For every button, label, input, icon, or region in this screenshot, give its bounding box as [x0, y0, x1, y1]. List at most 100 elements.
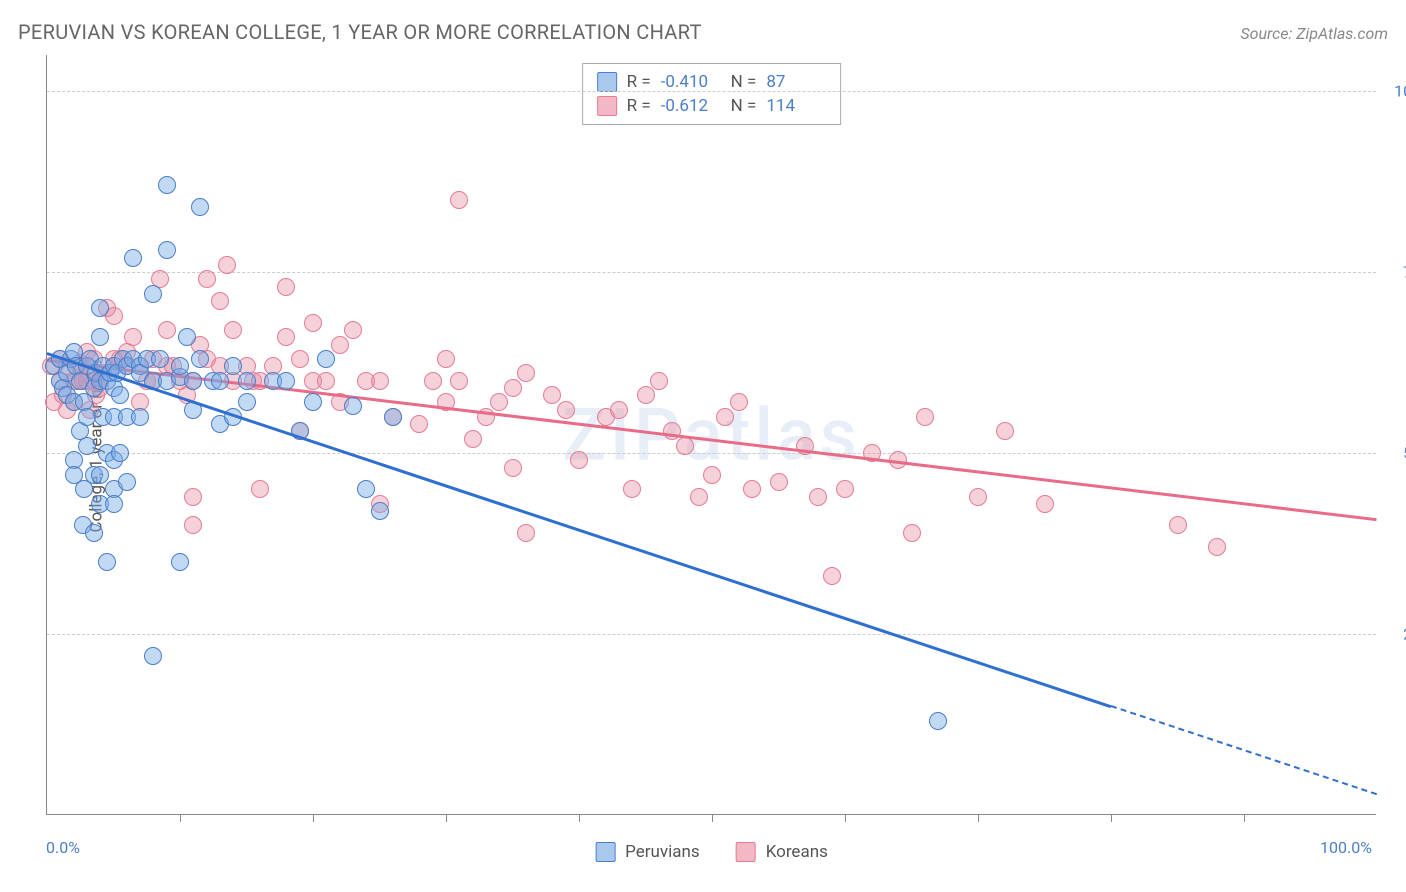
data-point-peruvians: [85, 524, 103, 542]
gridline: [47, 91, 1376, 92]
x-tick: [180, 814, 181, 822]
data-point-peruvians: [384, 408, 402, 426]
data-point-koreans: [251, 480, 269, 498]
data-point-koreans: [570, 451, 588, 469]
data-point-koreans: [916, 408, 934, 426]
data-point-peruvians: [357, 480, 375, 498]
gridline: [47, 272, 1376, 273]
data-point-koreans: [716, 408, 734, 426]
x-tick: [446, 814, 447, 822]
data-point-peruvians: [224, 357, 242, 375]
data-point-peruvians: [344, 397, 362, 415]
data-point-koreans: [809, 488, 827, 506]
x-axis-min-label: 0.0%: [46, 838, 80, 857]
data-point-koreans: [158, 321, 176, 339]
swatch-peruvians-icon: [595, 842, 615, 862]
data-point-koreans: [304, 314, 322, 332]
data-point-koreans: [504, 379, 522, 397]
r-value: -0.410: [661, 72, 721, 92]
x-axis-max-label: 100.0%: [1320, 838, 1372, 857]
swatch-koreans-icon: [597, 96, 617, 116]
x-tick: [712, 814, 713, 822]
r-label: R =: [627, 72, 651, 92]
gridline: [47, 634, 1376, 635]
data-point-peruvians: [277, 372, 295, 390]
data-point-peruvians: [317, 350, 335, 368]
data-point-koreans: [517, 524, 535, 542]
data-point-koreans: [331, 336, 349, 354]
n-label: N =: [731, 96, 757, 116]
data-point-peruvians: [131, 408, 149, 426]
data-point-koreans: [730, 393, 748, 411]
trend-line-peruvians: [47, 352, 1112, 708]
data-point-koreans: [690, 488, 708, 506]
data-point-koreans: [557, 401, 575, 419]
data-point-peruvians: [238, 393, 256, 411]
x-tick: [579, 814, 580, 822]
data-point-peruvians: [144, 285, 162, 303]
data-point-koreans: [198, 270, 216, 288]
data-point-peruvians: [91, 466, 109, 484]
data-point-koreans: [517, 364, 535, 382]
data-point-koreans: [371, 372, 389, 390]
data-point-koreans: [184, 516, 202, 534]
data-point-koreans: [124, 328, 142, 346]
data-point-peruvians: [118, 473, 136, 491]
x-tick: [313, 814, 314, 822]
data-point-koreans: [650, 372, 668, 390]
data-point-peruvians: [144, 647, 162, 665]
data-point-koreans: [996, 422, 1014, 440]
legend-item-peruvians: Peruvians: [595, 842, 700, 862]
data-point-peruvians: [211, 372, 229, 390]
data-point-koreans: [291, 350, 309, 368]
gridline: [47, 453, 1376, 454]
data-point-peruvians: [158, 241, 176, 259]
data-point-koreans: [410, 415, 428, 433]
data-point-koreans: [770, 473, 788, 491]
plot-area: ZIPatlas R = -0.410 N = 87 R = -0.612 N …: [46, 55, 1376, 815]
data-point-peruvians: [184, 372, 202, 390]
data-point-koreans: [676, 437, 694, 455]
stats-row-koreans: R = -0.612 N = 114: [597, 94, 827, 118]
data-point-koreans: [317, 372, 335, 390]
data-point-koreans: [450, 372, 468, 390]
data-point-koreans: [224, 321, 242, 339]
swatch-koreans-icon: [736, 842, 756, 862]
legend-label: Koreans: [766, 842, 828, 862]
data-point-peruvians: [191, 198, 209, 216]
data-point-peruvians: [91, 328, 109, 346]
data-point-peruvians: [105, 495, 123, 513]
data-point-peruvians: [124, 249, 142, 267]
data-point-peruvians: [158, 176, 176, 194]
x-tick: [1111, 814, 1112, 822]
x-tick: [978, 814, 979, 822]
data-point-koreans: [903, 524, 921, 542]
data-point-peruvians: [178, 328, 196, 346]
r-value: -0.612: [661, 96, 721, 116]
data-point-koreans: [1169, 516, 1187, 534]
data-point-peruvians: [78, 437, 96, 455]
data-point-peruvians: [191, 350, 209, 368]
legend-item-koreans: Koreans: [736, 842, 828, 862]
x-tick: [845, 814, 846, 822]
watermark: ZIPatlas: [562, 392, 860, 477]
data-point-peruvians: [238, 372, 256, 390]
y-tick-label: 100.0%: [1394, 82, 1406, 101]
data-point-koreans: [743, 480, 761, 498]
data-point-peruvians: [98, 553, 116, 571]
data-point-peruvians: [171, 357, 189, 375]
data-point-koreans: [437, 350, 455, 368]
swatch-peruvians-icon: [597, 72, 617, 92]
n-value: 87: [766, 72, 826, 92]
data-point-koreans: [344, 321, 362, 339]
data-point-koreans: [1036, 495, 1054, 513]
data-point-koreans: [823, 567, 841, 585]
data-point-koreans: [663, 422, 681, 440]
data-point-koreans: [610, 401, 628, 419]
data-point-koreans: [277, 328, 295, 346]
chart-container: PERUVIAN VS KOREAN COLLEGE, 1 YEAR OR MO…: [0, 0, 1406, 892]
trend-line-peruvians: [1111, 705, 1378, 795]
header: PERUVIAN VS KOREAN COLLEGE, 1 YEAR OR MO…: [18, 20, 1388, 44]
data-point-koreans: [218, 256, 236, 274]
data-point-peruvians: [91, 299, 109, 317]
